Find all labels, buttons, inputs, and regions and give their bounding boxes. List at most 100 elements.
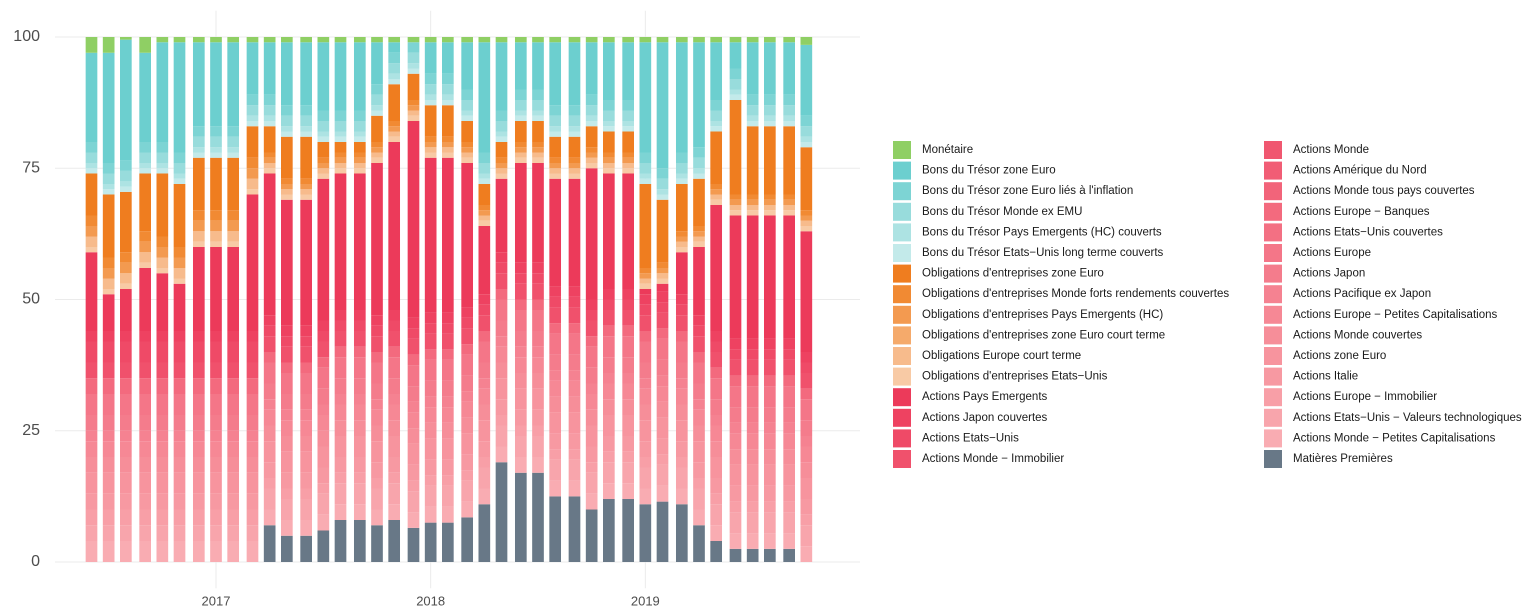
bar-segment: [568, 370, 581, 381]
bar-segment: [263, 42, 276, 95]
bar-segment: [603, 383, 615, 400]
bar-segment: [300, 362, 312, 373]
bar-segment: [281, 178, 293, 184]
bar-segment: [210, 394, 222, 415]
bar-segment: [246, 194, 259, 331]
bar-segment: [603, 299, 615, 310]
bar-segment: [371, 462, 383, 478]
bar-segment: [568, 354, 581, 371]
legend-label: Actions Europe − Petites Capitalisations: [1293, 309, 1497, 321]
bar-segment: [603, 157, 615, 163]
bar-segment: [478, 205, 491, 211]
bar-segment: [532, 262, 544, 274]
bar-segment: [156, 415, 169, 431]
bar-segment: [120, 289, 132, 331]
bar-segment: [300, 199, 312, 326]
legend-label: Actions Pacifique ex Japon: [1293, 288, 1431, 300]
bar-segment: [656, 375, 669, 387]
bar-segment: [622, 157, 634, 163]
bar-segment: [622, 325, 634, 337]
bar-segment: [478, 404, 491, 421]
bar-segment: [300, 472, 312, 489]
bar-segment: [156, 163, 169, 169]
bar-segment: [656, 338, 669, 360]
bar-segment: [495, 346, 508, 363]
bar-segment: [800, 399, 813, 421]
bar-segment: [210, 331, 222, 342]
bar-segment: [388, 472, 401, 484]
bar-segment: [746, 121, 759, 127]
bar-segment: [227, 136, 240, 148]
bar-segment: [192, 493, 205, 510]
bar-segment: [764, 338, 776, 350]
bar-segment: [371, 425, 383, 442]
bar-segment: [800, 514, 813, 526]
bar-segment: [442, 84, 454, 95]
bar-segment: [102, 509, 115, 526]
bar-segment: [334, 357, 347, 379]
bar-segment: [549, 380, 562, 397]
bar-segment: [281, 436, 293, 452]
bar-segment: [334, 173, 347, 310]
bar-segment: [317, 157, 330, 163]
bar-segment: [532, 110, 544, 116]
bar-segment: [424, 152, 437, 158]
bar-segment: [729, 37, 742, 43]
bar-segment: [514, 142, 527, 148]
bar-segment: [424, 396, 437, 408]
bar-segment: [461, 157, 473, 163]
legend-label: Actions Etats−Unis couvertes: [1293, 226, 1443, 238]
bar-segment: [675, 304, 688, 316]
bar-segment: [246, 541, 259, 562]
bar-segment: [353, 121, 366, 132]
bar-segment: [317, 168, 330, 174]
bar-segment: [729, 199, 742, 205]
bar-segment: [227, 493, 240, 510]
bar-segment: [746, 433, 759, 450]
bar-segment: [192, 157, 205, 211]
legend-label: Actions zone Euro: [1293, 350, 1386, 362]
bar-segment: [156, 430, 169, 442]
bar-segment: [656, 278, 669, 284]
bar-segment: [639, 283, 652, 289]
bar-segment: [585, 157, 598, 163]
legend-swatch: [1264, 182, 1282, 201]
bar-segment: [424, 380, 437, 397]
bar-segment: [173, 493, 186, 510]
bar-segment: [424, 312, 437, 324]
bar-segment: [764, 485, 776, 502]
bar-segment: [192, 220, 205, 232]
bar-segment: [192, 37, 205, 43]
bar-segment: [102, 493, 115, 510]
bar-segment: [173, 163, 186, 174]
bar-segment: [461, 121, 473, 142]
bar-segment: [729, 94, 742, 100]
bar-segment: [353, 457, 366, 473]
bar-segment: [192, 509, 205, 526]
bar-segment: [102, 268, 115, 279]
bar-segment: [85, 215, 98, 226]
bar-segment: [783, 215, 795, 339]
bar-segment: [227, 378, 240, 394]
bar-segment: [192, 341, 205, 363]
bar-segment: [139, 152, 151, 163]
bar-segment: [800, 420, 813, 436]
bar-segment: [729, 433, 742, 450]
bar-segment: [371, 352, 383, 363]
bar-segment: [371, 147, 383, 153]
bar-segment: [173, 430, 186, 442]
bar-segment: [514, 121, 527, 142]
bar-segment: [764, 433, 776, 450]
bar-segment: [639, 268, 652, 274]
bar-segment: [800, 136, 813, 142]
bar-segment: [388, 79, 401, 85]
bar-segment: [710, 493, 723, 505]
bar-segment: [783, 433, 795, 450]
bar-segment: [656, 401, 669, 418]
bar-segment: [139, 262, 151, 268]
bar-segment: [549, 480, 562, 497]
bar-segment: [353, 131, 366, 137]
bar-segment: [156, 394, 169, 415]
bar-segment: [514, 331, 527, 347]
legend-swatch: [1264, 161, 1282, 180]
